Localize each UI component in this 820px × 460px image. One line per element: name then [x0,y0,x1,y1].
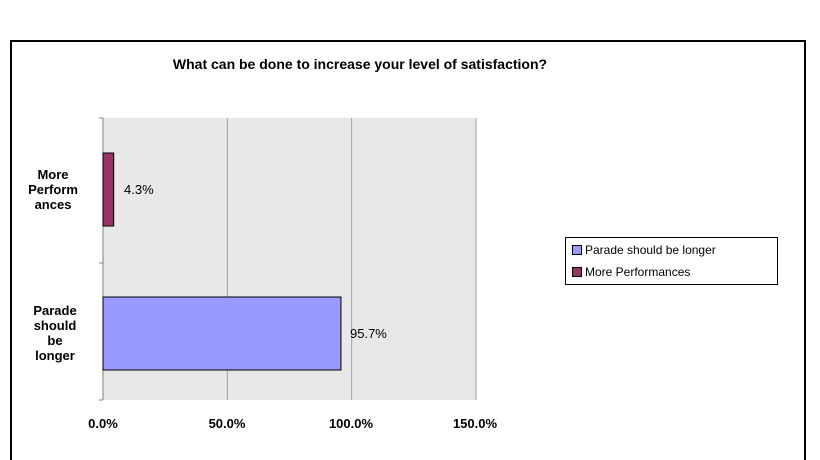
legend-label-more-performances: More Performances [585,265,691,279]
bar-more-performances [102,152,115,227]
legend-label-parade: Parade should be longer [585,243,716,257]
value-label-more-performances: 4.3% [124,182,154,197]
chart-title: What can be done to increase your level … [172,56,548,72]
x-tick-label-50: 50.0% [208,416,246,431]
legend-item-more-performances: More Performances [572,265,690,279]
bar-parade-should-be-longer [102,296,342,371]
category-label-parade-should-be-longer: Parade should be longer [33,303,77,363]
value-label-parade-should-be-longer: 95.7% [350,326,387,341]
category-label-more-performances: More Perform ances [28,167,78,212]
legend-swatch-more-performances [572,267,582,277]
x-tick-label-150: 150.0% [452,416,498,431]
legend-item-parade-should-be-longer: Parade should be longer [572,243,716,257]
x-tick-label-100: 100.0% [328,416,374,431]
legend-swatch-parade [572,245,582,255]
x-tick-label-0: 0.0% [88,416,118,431]
legend: Parade should be longer More Performance… [565,237,778,285]
